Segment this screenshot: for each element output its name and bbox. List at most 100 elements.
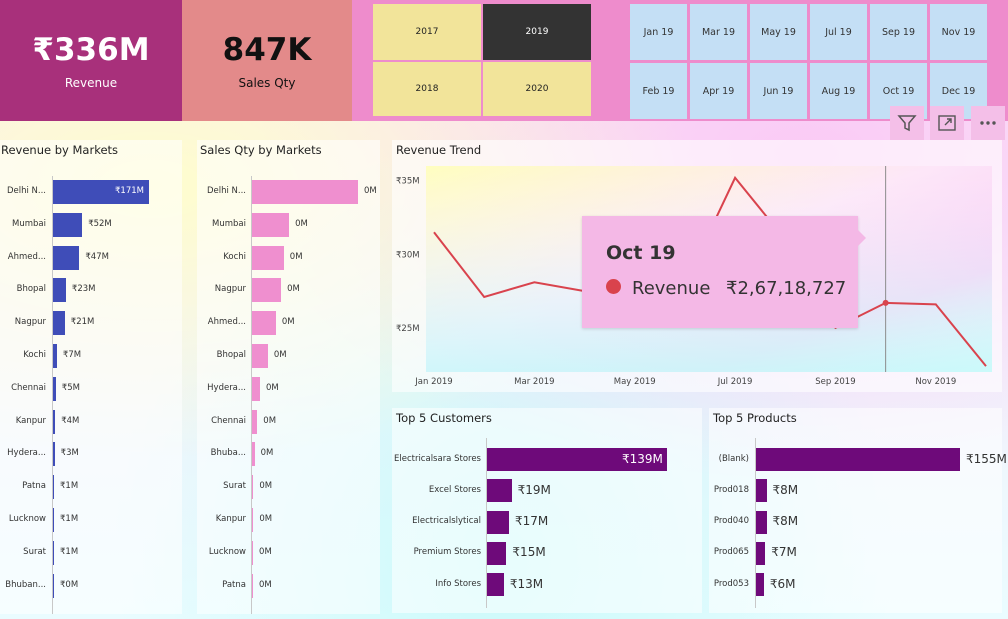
month-button-nov-19[interactable]: Nov 19 <box>930 4 987 60</box>
revenue_by_markets-bar[interactable] <box>53 344 57 368</box>
revenue_by_markets-category-label: Bhopal <box>16 284 46 295</box>
top_products-bar[interactable] <box>756 541 766 565</box>
sales_qty_by_markets-bar[interactable] <box>252 212 290 237</box>
top_products-data-label: ₹7M <box>771 545 797 560</box>
month-button-feb-19[interactable]: Feb 19 <box>630 63 687 119</box>
sales_qty_by_markets-bar[interactable] <box>252 442 255 467</box>
revenue_by_markets-bar[interactable] <box>53 311 65 336</box>
sales_qty_by_markets-bar[interactable] <box>252 344 268 368</box>
sales_qty_by_markets-bar[interactable] <box>252 278 282 303</box>
sales_qty_by_markets-bar[interactable] <box>252 245 284 270</box>
revenue-by-markets-panel: Revenue by Markets Delhi N... ₹171M Mumbai… <box>0 140 182 614</box>
sales_qty_by_markets-category-label: Kanpur <box>215 514 246 524</box>
month-button-mar-19[interactable]: Mar 19 <box>690 4 747 60</box>
tooltip-series-label: Revenue <box>632 278 711 299</box>
revenue_by_markets-bar[interactable] <box>53 376 56 401</box>
revenue_by_markets-category-label: Kanpur <box>15 415 46 426</box>
sales_qty_by_markets-bar[interactable] <box>252 376 260 401</box>
month-button-jun-19[interactable]: Jun 19 <box>750 63 807 119</box>
revenue_by_markets-data-label: ₹7M <box>62 350 82 360</box>
top_customers-data-label: ₹13M <box>509 576 544 591</box>
sales_qty_by_markets-data-label: 0M <box>295 218 308 229</box>
sales_qty_by_markets-data-label: 0M <box>273 350 287 360</box>
sales_qty_by_markets-category-label: Bhopal <box>216 350 246 360</box>
top_customers-bar[interactable] <box>487 479 512 503</box>
revenue_by_markets-bar[interactable] <box>53 442 55 467</box>
year-2020-button[interactable]: 2020 <box>483 62 591 116</box>
revenue-by-markets-title: Revenue by Markets <box>1 143 119 157</box>
revenue_by_markets-data-label: ₹171M <box>115 186 144 196</box>
revenue_by_markets-data-label: ₹1M <box>60 481 79 492</box>
sales_qty_by_markets-data-label: 0M <box>259 481 273 492</box>
revenue_by_markets-category-label: Lucknow <box>8 514 46 524</box>
sales_qty_by_markets-bar[interactable] <box>252 475 254 500</box>
month-button-sep-19[interactable]: Sep 19 <box>870 4 927 60</box>
month-button-aug-19[interactable]: Aug 19 <box>810 63 867 119</box>
sales_qty_by_markets-category-label: Hydera... <box>207 382 246 393</box>
revenue_by_markets-bar[interactable] <box>53 278 66 303</box>
month-button-jan-19[interactable]: Jan 19 <box>630 4 687 60</box>
x-tick-label: Nov 2019 <box>915 377 956 387</box>
year-2017-button[interactable]: 2017 <box>373 4 481 60</box>
year-2018-button[interactable]: 2018 <box>373 62 481 116</box>
revenue_by_markets-bar[interactable] <box>53 180 149 204</box>
more-options-icon[interactable] <box>971 106 1005 140</box>
sales_qty_by_markets-bar[interactable] <box>252 540 254 565</box>
revenue_by_markets-bar[interactable] <box>53 573 54 598</box>
top_products-bar[interactable] <box>756 479 767 503</box>
filter-icon[interactable] <box>890 106 924 140</box>
sales_qty_by_markets-bar[interactable] <box>252 180 358 204</box>
top_customers-bar[interactable] <box>487 448 667 471</box>
top-products-panel: Top 5 Products (Blank) ₹155M Prod018 ₹8M Pro… <box>709 408 1007 613</box>
focus-mode-icon[interactable] <box>930 106 964 140</box>
sales_qty_by_markets-bar[interactable] <box>252 311 276 336</box>
top_products-bar[interactable] <box>756 448 960 471</box>
x-tick-label: Sep 2019 <box>815 377 855 387</box>
revenue_by_markets-bar[interactable] <box>53 508 54 532</box>
revenue_by_markets-data-label: ₹23M <box>71 284 96 295</box>
sales_qty_by_markets-data-label: 0M <box>260 448 274 459</box>
top_customers-bar[interactable] <box>487 573 504 597</box>
top_products-data-label: ₹6M <box>769 576 796 591</box>
sales_qty_by_markets-data-label: 0M <box>259 546 272 557</box>
x-tick-label: May 2019 <box>614 377 656 387</box>
x-tick-label: Jan 2019 <box>414 377 452 387</box>
revenue_by_markets-bar[interactable] <box>53 475 54 500</box>
revenue_by_markets-category-label: Bhuban... <box>5 579 46 590</box>
month-button-apr-19[interactable]: Apr 19 <box>690 63 747 119</box>
revenue_by_markets-category-label: Hydera... <box>7 448 46 459</box>
x-tick-label: Jul 2019 <box>717 377 753 387</box>
revenue_by_markets-bar[interactable] <box>53 540 54 565</box>
sales-qty-by-markets-title: Sales Qty by Markets <box>200 143 322 157</box>
tooltip-pointer <box>858 230 866 246</box>
top_products-category-label: (Blank) <box>718 453 749 464</box>
sales_qty_by_markets-category-label: Lucknow <box>208 546 246 557</box>
revenue_by_markets-data-label: ₹1M <box>60 546 79 557</box>
revenue_by_markets-bar[interactable] <box>53 245 80 270</box>
top_products-bar[interactable] <box>756 510 767 534</box>
sales_qty_by_markets-bar[interactable] <box>252 508 254 532</box>
y-tick-label: ₹30M <box>396 250 420 260</box>
sales_qty_by_markets-bar[interactable] <box>252 573 253 598</box>
year-2019-button[interactable]: 2019 <box>483 4 591 60</box>
top_customers-bar[interactable] <box>487 510 509 534</box>
revenue_by_markets-category-label: Patna <box>22 481 46 492</box>
revenue-trend-title: Revenue Trend <box>396 143 482 157</box>
month-button-jul-19[interactable]: Jul 19 <box>810 4 867 60</box>
revenue_by_markets-bar[interactable] <box>53 212 83 237</box>
sales_qty_by_markets-data-label: 0M <box>364 186 377 196</box>
revenue-kpi-card: ₹336M Revenue <box>0 0 182 121</box>
top-products-title: Top 5 Products <box>713 411 797 425</box>
revenue_by_markets-category-label: Ahmed... <box>7 251 46 262</box>
sales_qty_by_markets-category-label: Kochi <box>223 251 246 262</box>
month-slicer: Jan 19 Mar 19 May 19 Jul 19 Sep 19 Nov 19 Feb … <box>609 0 1008 121</box>
revenue_by_markets-bar[interactable] <box>53 409 56 434</box>
year-slicer: 2017 2019 2018 2020 <box>352 0 609 121</box>
top_products-category-label: Prod053 <box>713 578 749 589</box>
top_customers-bar[interactable] <box>487 541 507 565</box>
sales_qty_by_markets-data-label: 0M <box>287 284 300 295</box>
top_products-bar[interactable] <box>756 573 764 597</box>
month-button-may-19[interactable]: May 19 <box>750 4 807 60</box>
sales_qty_by_markets-category-label: Patna <box>222 579 246 590</box>
sales_qty_by_markets-bar[interactable] <box>252 409 258 434</box>
